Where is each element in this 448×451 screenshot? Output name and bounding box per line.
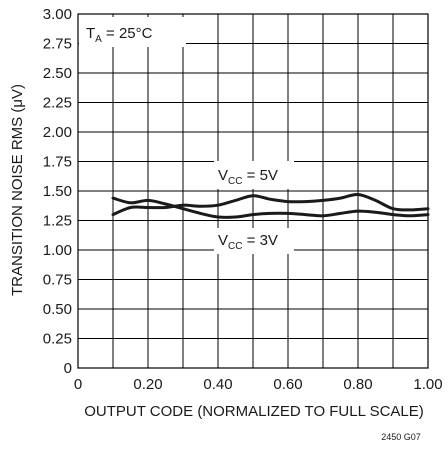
grid [77,13,429,369]
x-tick-label: 1.00 [413,376,442,393]
vcc3-annotation: VCC = 3V [218,232,278,252]
plot-frame [77,13,429,369]
vcc3-label-bg [214,228,294,254]
y-tick-label: 0.75 [43,272,72,289]
series-line-vcc3 [111,196,430,219]
y-tick-label: 1.75 [43,154,72,171]
y-tick-label: 3.00 [43,6,72,23]
y-tick-label: 0.50 [43,301,72,318]
x-tick-label: 0.20 [133,376,162,393]
x-tick-label: 0 [74,376,82,393]
y-tick-label: 2.50 [43,65,72,82]
y-tick-labels: 0 0.25 0.50 0.75 1.00 1.25 1.50 1.75 2.00 2.25 2.5… [43,6,72,377]
series-lines [111,192,430,219]
x-tick-label: 0.40 [203,376,232,393]
y-tick-label: 0 [64,360,72,377]
temp-label-bg [79,17,186,47]
x-tick-labels: 0 0.20 0.40 0.60 0.80 1.00 [74,376,443,393]
y-tick-label: 1.25 [43,213,72,230]
figure-id: 2450 G07 [381,432,421,442]
x-axis-title: OUTPUT CODE (NORMALIZED TO FULL SCALE) [84,403,424,420]
x-tick-label: 0.60 [273,376,302,393]
series-line-vcc5 [111,192,430,217]
vcc5-annotation: VCC = 5V [218,167,278,187]
y-tick-label: 2.00 [43,124,72,141]
vcc5-label-bg [214,161,294,189]
y-tick-label: 0.25 [43,331,72,348]
temp-annotation: TA = 25°C [86,25,153,45]
y-tick-label: 1.50 [43,183,72,200]
y-tick-label: 2.75 [43,36,72,53]
y-axis-title: TRANSITION NOISE RMS (μV) [9,84,26,296]
y-tick-label: 2.25 [43,95,72,112]
x-tick-label: 0.80 [343,376,372,393]
y-tick-label: 1.00 [43,242,72,259]
